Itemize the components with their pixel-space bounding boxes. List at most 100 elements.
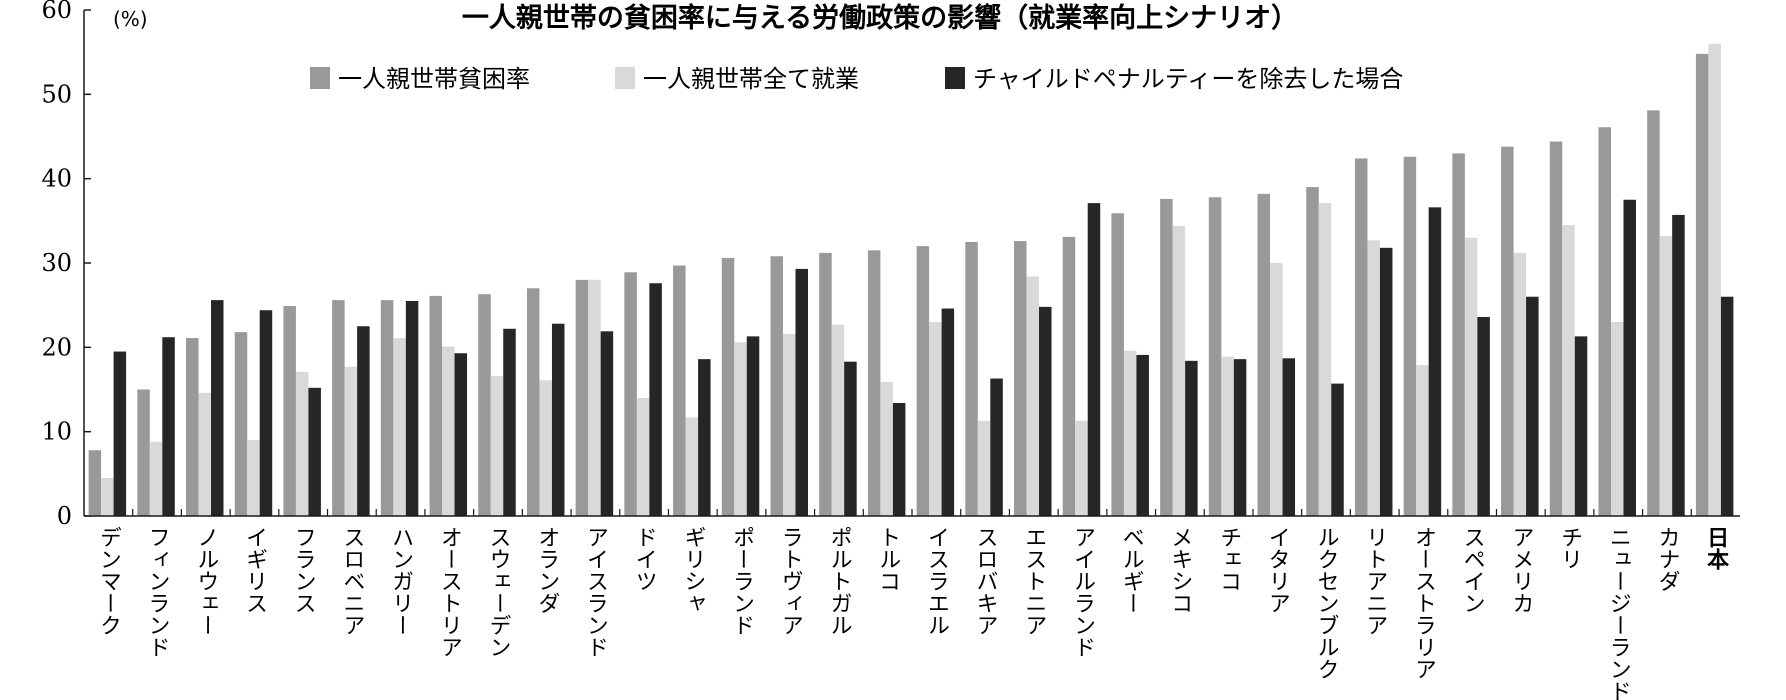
bar-3 — [1379, 247, 1393, 516]
x-tick-label: アメリカ — [1508, 526, 1533, 614]
x-tick-label: アイスランド — [583, 526, 608, 658]
bar-2 — [588, 279, 601, 516]
bar-1 — [1257, 193, 1271, 516]
bar-1 — [1403, 156, 1417, 517]
x-tick-label: スペイン — [1460, 526, 1485, 614]
bar-3 — [259, 310, 273, 516]
bar-1 — [575, 279, 589, 516]
x-tick-label: フィンランド — [145, 526, 170, 658]
bar-2 — [1513, 252, 1527, 516]
bar-2 — [685, 417, 699, 516]
x-tick-label: ルクセンブルク — [1314, 526, 1339, 680]
bar-1 — [1647, 110, 1660, 517]
x-tick-label: チリ — [1557, 526, 1582, 570]
x-axis: デンマーク フィンランド ノルウェー イギリス フランス スロベニア ハンガリー オーストリア… — [84, 509, 1740, 700]
bar-2 — [1026, 276, 1040, 516]
legend-swatch — [615, 67, 635, 89]
y-tick-label: 0 — [57, 502, 72, 530]
x-tick-label: オランダ — [534, 526, 559, 614]
bar-2 — [198, 392, 212, 516]
bar-2 — [393, 338, 406, 516]
x-tick-label: オーストラリア — [1411, 526, 1436, 680]
bar-2 — [101, 478, 114, 516]
bar-3 — [1087, 203, 1101, 516]
legend-swatch — [310, 67, 330, 89]
bar-1 — [380, 300, 394, 516]
bar-1 — [1160, 198, 1173, 516]
bar-3 — [698, 359, 711, 516]
bar-1 — [770, 256, 783, 516]
y-tick-label: 30 — [41, 249, 72, 277]
x-tick-label: チェコ — [1216, 526, 1241, 592]
bar-2 — [782, 333, 796, 516]
bar-1 — [721, 257, 735, 516]
bar-3 — [892, 402, 906, 516]
x-tick-label: ポルトガル — [826, 526, 851, 636]
bar-1 — [965, 241, 978, 517]
bar-3 — [357, 326, 370, 516]
bar-1 — [186, 338, 199, 516]
bar-3 — [503, 328, 516, 516]
bar-1 — [88, 450, 102, 516]
bar-3 — [844, 361, 857, 516]
x-tick-label: 日本 — [1703, 526, 1729, 570]
y-axis: 0 10 20 30 40 50 60 — [41, 0, 91, 530]
x-tick-label: スウェーデン — [486, 526, 511, 658]
y-tick-label: 40 — [41, 165, 72, 193]
bar-3 — [649, 283, 662, 516]
bar-3 — [113, 351, 127, 516]
bar-1 — [283, 306, 296, 516]
bar-2 — [1172, 225, 1186, 516]
legend-label: 一人親世帯貧困率 — [338, 65, 530, 93]
bar-2 — [1416, 365, 1429, 516]
bar-2 — [295, 371, 309, 516]
bar-3 — [1233, 359, 1247, 516]
bar-3 — [990, 378, 1003, 516]
bar-1 — [1695, 53, 1709, 516]
bar-2 — [734, 342, 747, 516]
bar-1 — [234, 332, 248, 516]
bar-2 — [977, 420, 991, 516]
bar-2 — [490, 376, 504, 516]
bar-2 — [636, 397, 650, 516]
bar-2 — [344, 366, 358, 516]
bars — [88, 43, 1734, 517]
bar-3 — [1428, 207, 1442, 516]
bar-1 — [526, 288, 540, 516]
bar-2 — [1123, 350, 1137, 516]
bar-1 — [1014, 241, 1027, 516]
bar-3 — [1672, 214, 1685, 516]
bar-3 — [454, 353, 468, 516]
bar-2 — [1221, 356, 1234, 516]
y-tick-label: 60 — [41, 0, 72, 24]
bar-2 — [831, 324, 845, 516]
x-tick-label: デンマーク — [96, 526, 121, 636]
bar-1 — [1354, 158, 1368, 516]
bar-3 — [1720, 296, 1734, 516]
x-tick-label: ドイツ — [632, 526, 657, 592]
x-tick-label: ラトヴィア — [778, 526, 803, 636]
bar-2 — [149, 441, 163, 516]
bar-2 — [1318, 203, 1332, 516]
bar-1 — [478, 294, 491, 516]
y-axis-unit: (%) — [113, 7, 148, 31]
x-tick-label: ノルウェー — [193, 526, 218, 636]
bar-1 — [819, 252, 832, 516]
legend: 一人親世帯貧困率 一人親世帯全て就業 チャイルドペナルティーを除去した場合 — [310, 65, 1403, 93]
bar-3 — [211, 300, 224, 516]
x-tick-label: アイルランド — [1070, 526, 1095, 658]
bar-2 — [539, 380, 552, 516]
x-tick-label: エストニア — [1021, 526, 1046, 636]
x-tick-label: イタリア — [1265, 526, 1290, 614]
bar-1 — [1549, 141, 1563, 516]
bar-2 — [442, 346, 455, 516]
bar-3 — [1185, 360, 1198, 516]
x-tick-label: メキシコ — [1167, 526, 1192, 614]
y-tick-label: 20 — [41, 333, 72, 361]
legend-label: 一人親世帯全て就業 — [643, 65, 859, 93]
bar-3 — [1039, 306, 1052, 516]
bar-1 — [1306, 187, 1319, 516]
bar-3 — [162, 337, 175, 516]
x-tick-label: ニュージーランド — [1606, 526, 1631, 700]
legend-label: チャイルドペナルティーを除去した場合 — [973, 65, 1403, 93]
